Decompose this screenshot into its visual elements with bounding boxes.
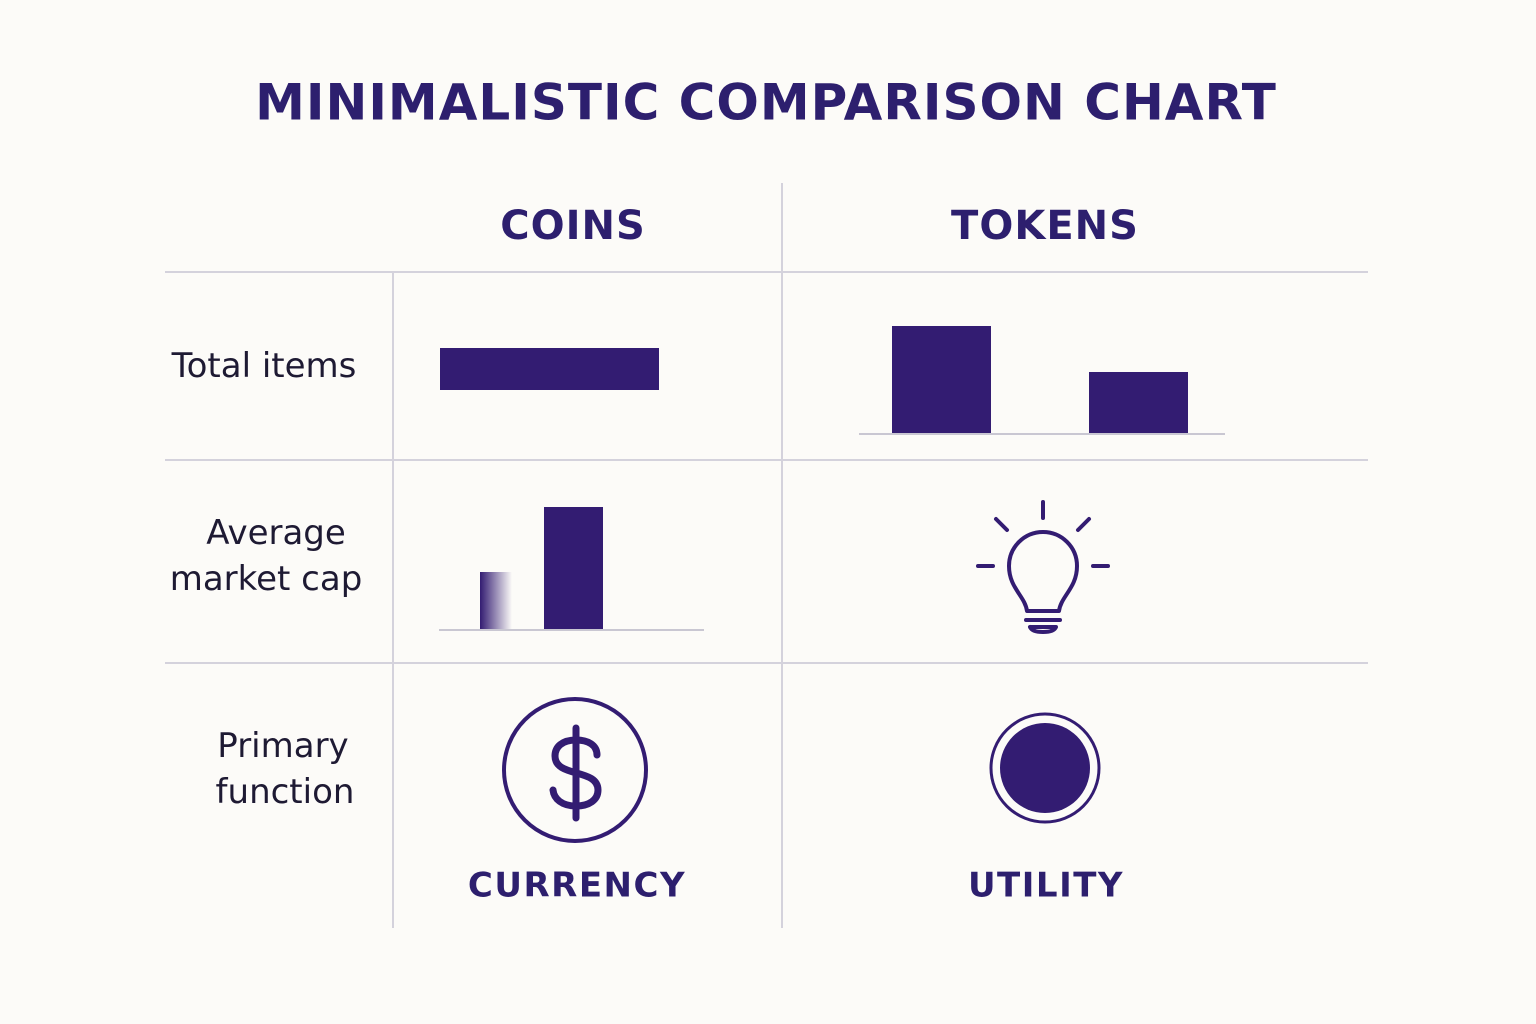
tokens-total-bars xyxy=(859,326,1225,435)
token-icon xyxy=(989,712,1101,824)
title: MINIMALISTIC COMPARISON CHART xyxy=(255,74,1277,132)
column-header: COINS xyxy=(500,203,646,249)
coins-total-bar xyxy=(440,348,659,390)
row-label: Average market cap xyxy=(170,513,363,599)
coins-cap-bars xyxy=(439,507,704,631)
row-label: Primary function xyxy=(216,726,355,812)
function-label: CURRENCY xyxy=(468,866,686,906)
row-label: Total items xyxy=(171,346,357,386)
dollar-icon xyxy=(502,697,648,843)
function-label: UTILITY xyxy=(968,866,1124,906)
column-header: TOKENS xyxy=(951,203,1139,249)
lightbulb-icon xyxy=(976,500,1110,634)
grid xyxy=(165,183,1368,928)
